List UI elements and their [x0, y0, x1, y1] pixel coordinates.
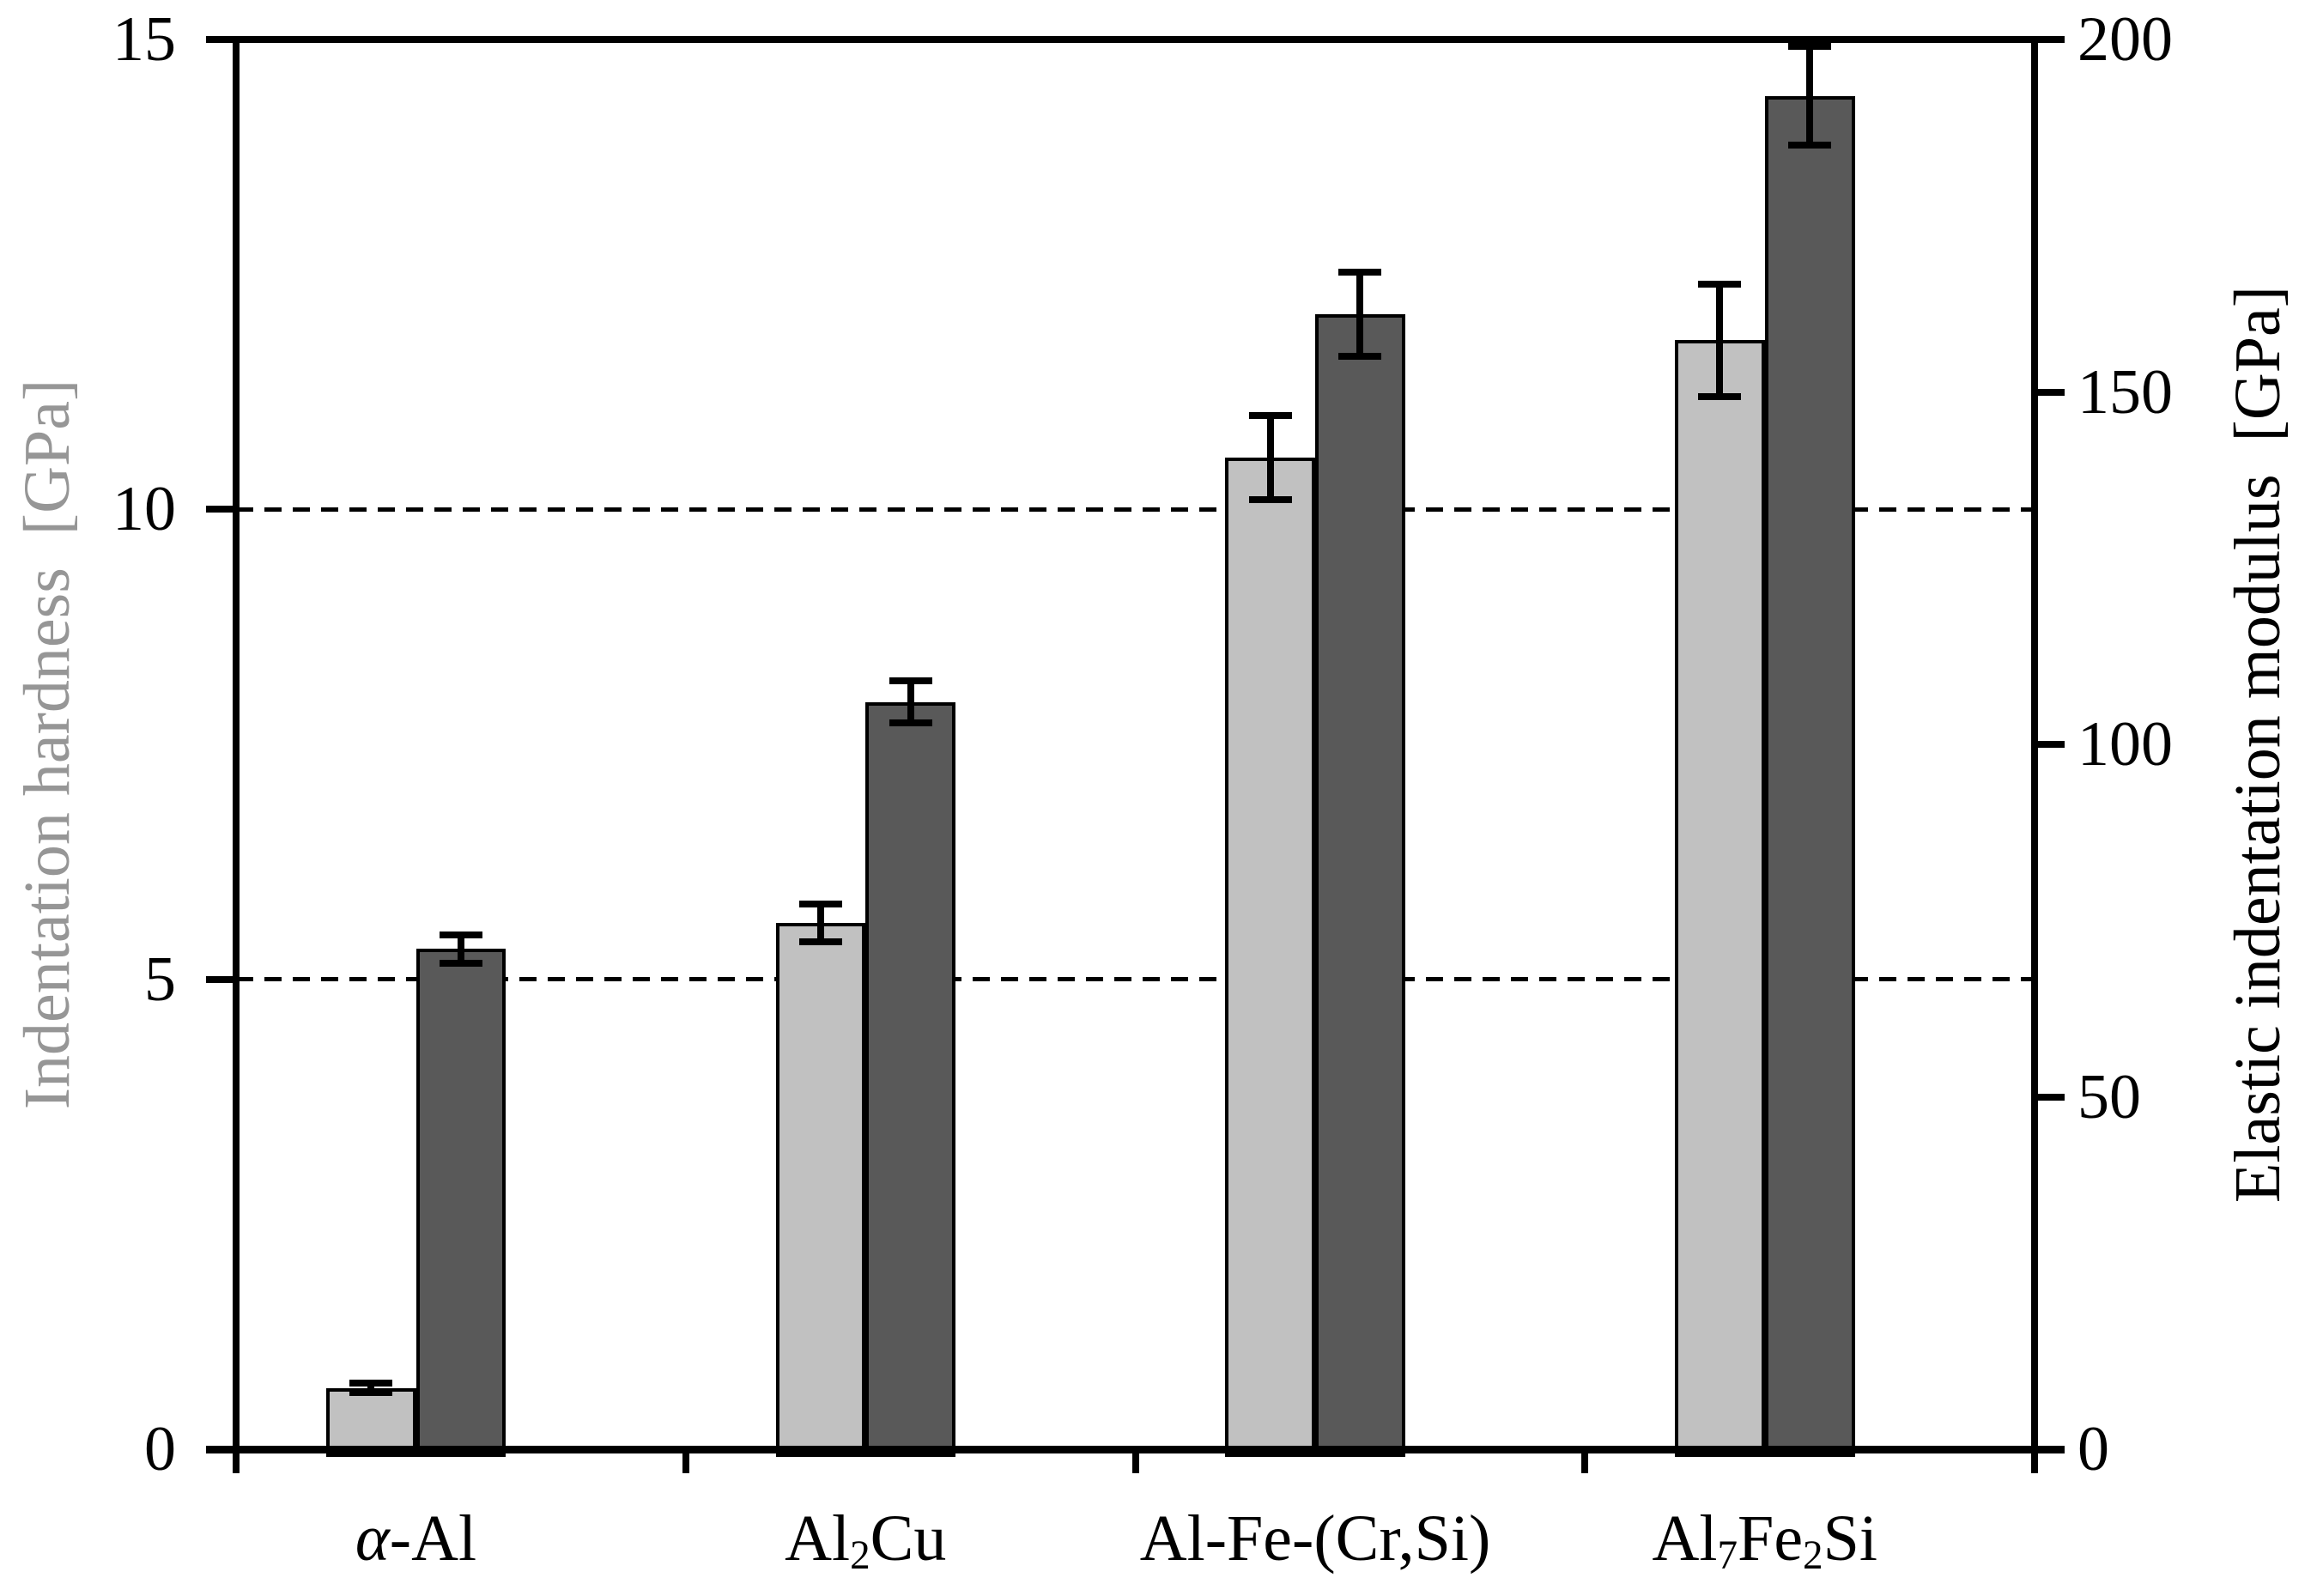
x-category-label-α-Al: α-Al	[116, 1496, 717, 1581]
error-bar-cap-bottom-Al7Fe2Si	[1788, 142, 1832, 149]
x-axis-tick-4	[2031, 1449, 2038, 1473]
error-bar-line-Al-Fe-(Cr,Si)	[1266, 415, 1274, 501]
label-fragment: Al	[785, 1502, 851, 1575]
left-axis-tick-label-10: 10	[112, 474, 176, 545]
bar-hardness-Al-Fe-(Cr,Si)	[1225, 458, 1315, 1457]
right-axis-tick-label-150: 150	[2077, 356, 2173, 428]
error-bar-cap-top-α-Al	[439, 931, 482, 938]
label-fragment: -Al	[389, 1502, 477, 1575]
label-fragment: 2	[850, 1533, 870, 1579]
x-category-label-Al-Fe-(Cr,Si): Al-Fe-(Cr,Si)	[1015, 1496, 1616, 1581]
error-bar-cap-bottom-Al-Fe-(Cr,Si)	[1338, 353, 1382, 361]
right-axis-tick-50	[2035, 1093, 2065, 1101]
bar-modulus-Al7Fe2Si	[1764, 95, 1855, 1457]
right-axis-title: Elastic indentation modulus [GPa]	[2222, 285, 2294, 1204]
error-bar-line-Al-Fe-(Cr,Si)	[1356, 271, 1364, 357]
left-axis-tick-0	[206, 1446, 236, 1453]
right-axis-tick-0	[2035, 1446, 2065, 1453]
right-axis-tick-100	[2035, 741, 2065, 748]
x-axis-tick-0	[233, 1449, 240, 1473]
left-axis-tick-label-5: 5	[144, 944, 176, 1015]
error-bar-cap-top-α-Al	[349, 1380, 393, 1387]
label-fragment: α	[355, 1502, 390, 1575]
error-bar-cap-top-Al-Fe-(Cr,Si)	[1248, 411, 1292, 419]
y-axis-right-line	[2031, 36, 2038, 1473]
gridline-5	[236, 977, 2035, 982]
error-bar-line-Al7Fe2Si	[1806, 46, 1814, 146]
error-bar-line-Al7Fe2Si	[1716, 283, 1724, 397]
bar-modulus-α-Al	[415, 949, 506, 1457]
left-axis-tick-label-15: 15	[112, 4, 176, 75]
right-axis-tick-150	[2035, 388, 2065, 396]
error-bar-line-Al2Cu	[907, 681, 914, 724]
top-frame-line	[233, 36, 2038, 43]
left-axis-tick-5	[206, 975, 236, 983]
right-axis-tick-label-0: 0	[2077, 1414, 2109, 1484]
error-bar-line-α-Al	[457, 934, 464, 963]
x-category-label-Al2Cu: Al2Cu	[565, 1496, 1166, 1581]
error-bar-cap-top-Al2Cu	[889, 677, 932, 685]
error-bar-cap-top-Al2Cu	[798, 901, 842, 908]
x-category-label-Al7Fe2Si: Al7Fe2Si	[1465, 1496, 2065, 1581]
x-axis-tick-3	[1581, 1449, 1589, 1473]
label-fragment: Al	[1652, 1502, 1718, 1575]
error-bar-cap-bottom-α-Al	[349, 1389, 393, 1397]
bar-hardness-Al2Cu	[775, 922, 866, 1457]
error-bar-cap-top-Al-Fe-(Cr,Si)	[1338, 268, 1382, 276]
left-axis-tick-10	[206, 506, 236, 513]
label-fragment: Cu	[870, 1502, 947, 1575]
right-axis-tick-label-200: 200	[2077, 4, 2173, 75]
y-axis-left-line	[233, 36, 240, 1473]
label-fragment: 2	[1803, 1533, 1823, 1579]
right-axis-tick-label-50: 50	[2077, 1061, 2141, 1132]
error-bar-cap-bottom-Al-Fe-(Cr,Si)	[1248, 496, 1292, 504]
left-axis-tick-15	[206, 36, 236, 43]
right-axis-tick-200	[2035, 36, 2065, 43]
gridline-10	[236, 507, 2035, 512]
x-axis-tick-2	[1131, 1449, 1139, 1473]
error-bar-cap-bottom-Al2Cu	[889, 719, 932, 727]
error-bar-cap-bottom-α-Al	[439, 959, 482, 967]
left-axis-title: Indentation hardness [GPa]	[11, 379, 83, 1110]
x-axis-tick-1	[682, 1449, 689, 1473]
left-axis-tick-label-0: 0	[144, 1414, 176, 1484]
error-bar-cap-top-Al7Fe2Si	[1698, 280, 1742, 288]
error-bar-line-α-Al	[367, 1383, 375, 1393]
error-bar-cap-top-Al7Fe2Si	[1788, 43, 1832, 51]
error-bar-cap-bottom-Al7Fe2Si	[1698, 392, 1742, 400]
bar-modulus-Al2Cu	[865, 701, 955, 1457]
bar-hardness-Al7Fe2Si	[1675, 340, 1765, 1457]
label-fragment: Fe	[1738, 1502, 1804, 1575]
right-axis-tick-label-100: 100	[2077, 709, 2173, 780]
label-fragment: Si	[1823, 1502, 1877, 1575]
label-fragment: 7	[1717, 1533, 1738, 1579]
label-fragment: Al-Fe-(Cr,Si)	[1139, 1502, 1491, 1575]
error-bar-cap-bottom-Al2Cu	[798, 938, 842, 945]
error-bar-line-Al2Cu	[816, 904, 824, 942]
bar-modulus-Al-Fe-(Cr,Si)	[1315, 314, 1405, 1457]
